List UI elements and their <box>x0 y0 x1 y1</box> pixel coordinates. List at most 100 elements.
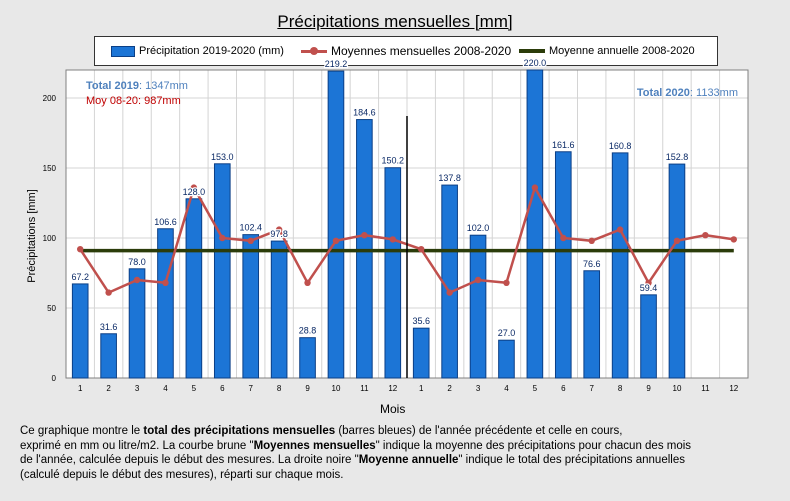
monthly-average-point <box>616 226 624 233</box>
legend-swatch-bars <box>111 45 135 57</box>
monthly-average-point <box>730 236 737 243</box>
monthly-average-point <box>418 246 425 253</box>
bar <box>583 270 601 379</box>
monthly-average-point <box>673 237 681 244</box>
bar <box>299 337 316 379</box>
bar <box>242 234 260 379</box>
data-label: 161.6 <box>552 140 575 150</box>
bar <box>498 339 515 379</box>
x-tick-label: 3 <box>135 384 140 393</box>
data-label: 78.0 <box>128 257 146 267</box>
x-tick-label: 12 <box>729 384 738 393</box>
x-tick-label: 8 <box>618 384 623 393</box>
x-tick-label: 11 <box>701 384 710 393</box>
monthly-average-point <box>531 184 539 191</box>
y-tick-label: 50 <box>47 304 56 313</box>
monthly-average-point <box>247 237 254 244</box>
data-label: 128.0 <box>183 187 206 197</box>
data-label: 102.4 <box>239 223 262 233</box>
total-2019-annotation: Total 2019: 1347mm <box>86 80 188 92</box>
x-tick-label: 4 <box>163 384 168 393</box>
data-label: 106.6 <box>154 217 177 227</box>
x-tick-label: 1 <box>419 384 424 393</box>
y-tick-label: 150 <box>43 164 57 173</box>
x-tick-label: 7 <box>589 384 594 393</box>
data-label: 67.2 <box>71 272 89 282</box>
bar <box>441 184 458 379</box>
total-2020-annotation: Total 2020: 1133mm <box>637 87 738 99</box>
y-tick-label: 0 <box>52 374 57 383</box>
x-tick-label: 9 <box>305 384 310 393</box>
legend-swatch-annual <box>519 49 545 53</box>
chart-title: Précipitations mensuelles [mm] <box>0 12 790 32</box>
bar <box>327 70 345 379</box>
bar <box>384 167 402 379</box>
bar <box>554 151 572 379</box>
bar <box>71 283 89 379</box>
monthly-average-point <box>105 289 112 296</box>
bar <box>100 333 117 379</box>
data-label: 137.8 <box>438 173 461 183</box>
data-label: 184.6 <box>353 108 376 118</box>
monthly-average-point <box>389 236 396 243</box>
data-label: 76.6 <box>583 259 601 269</box>
x-tick-label: 2 <box>106 384 111 393</box>
bar <box>412 327 430 379</box>
monthly-average-point <box>702 232 709 239</box>
data-label: 31.6 <box>100 322 118 332</box>
caption: Ce graphique montre le total des précipi… <box>20 424 780 482</box>
x-tick-label: 10 <box>673 384 682 393</box>
data-label: 150.2 <box>382 156 405 166</box>
monthly-average-point <box>77 246 84 253</box>
monthly-average-point <box>133 276 141 284</box>
monthly-average-point <box>190 184 198 191</box>
bar <box>128 268 146 379</box>
x-tick-label: 8 <box>277 384 282 393</box>
x-tick-label: 4 <box>504 384 509 393</box>
bar <box>270 240 288 379</box>
data-label: 59.4 <box>640 283 658 293</box>
x-tick-label: 10 <box>332 384 341 393</box>
x-tick-label: 5 <box>192 384 197 393</box>
x-tick-label: 12 <box>388 384 397 393</box>
monthly-average-point <box>332 237 340 244</box>
x-tick-label: 3 <box>476 384 481 393</box>
caption-line-3: de l'année, calculée depuis le début des… <box>20 454 685 466</box>
legend-item-bars: Précipitation 2019-2020 (mm) <box>111 37 284 65</box>
monthly-average-point <box>645 279 652 286</box>
legend-label-bars: Précipitation 2019-2020 (mm) <box>139 45 284 57</box>
monthly-average-point <box>162 279 169 286</box>
monthly-average-point <box>446 289 453 296</box>
average-annotation: Moy 08-20: 987mm <box>86 95 181 107</box>
x-axis-label: Mois <box>380 402 406 416</box>
data-label: 27.0 <box>498 328 516 338</box>
bar <box>469 234 487 379</box>
x-tick-label: 9 <box>646 384 651 393</box>
monthly-average-point <box>275 226 283 233</box>
legend-swatch-line <box>301 46 327 55</box>
bar <box>213 163 231 379</box>
legend-item-line: Moyennes mensuelles 2008-2020 <box>301 37 511 65</box>
monthly-average-point <box>503 279 510 286</box>
data-label: 153.0 <box>211 152 234 162</box>
monthly-average-point <box>219 234 226 242</box>
bar <box>185 198 203 379</box>
monthly-average-point <box>560 234 567 242</box>
bar <box>640 294 657 379</box>
data-label: 152.8 <box>666 152 689 162</box>
data-label: 28.8 <box>299 326 317 336</box>
x-tick-label: 6 <box>561 384 566 393</box>
caption-line-1: Ce graphique montre le total des précipi… <box>20 425 623 437</box>
data-label: 220.0 <box>524 58 547 68</box>
legend-item-annual: Moyenne annuelle 2008-2020 <box>519 37 695 65</box>
monthly-average-point <box>474 276 482 284</box>
legend-label-annual: Moyenne annuelle 2008-2020 <box>549 45 695 57</box>
caption-line-2: exprimé en mm ou litre/m2. La courbe bru… <box>20 439 692 452</box>
legend-label-line: Moyennes mensuelles 2008-2020 <box>331 44 512 58</box>
data-label: 102.0 <box>467 223 490 233</box>
data-label: 35.6 <box>412 316 430 326</box>
caption-line-4: (calculé depuis le début des mesures), r… <box>20 468 344 481</box>
y-axis-label: Précipitations [mm] <box>26 189 38 283</box>
x-tick-label: 7 <box>248 384 253 393</box>
